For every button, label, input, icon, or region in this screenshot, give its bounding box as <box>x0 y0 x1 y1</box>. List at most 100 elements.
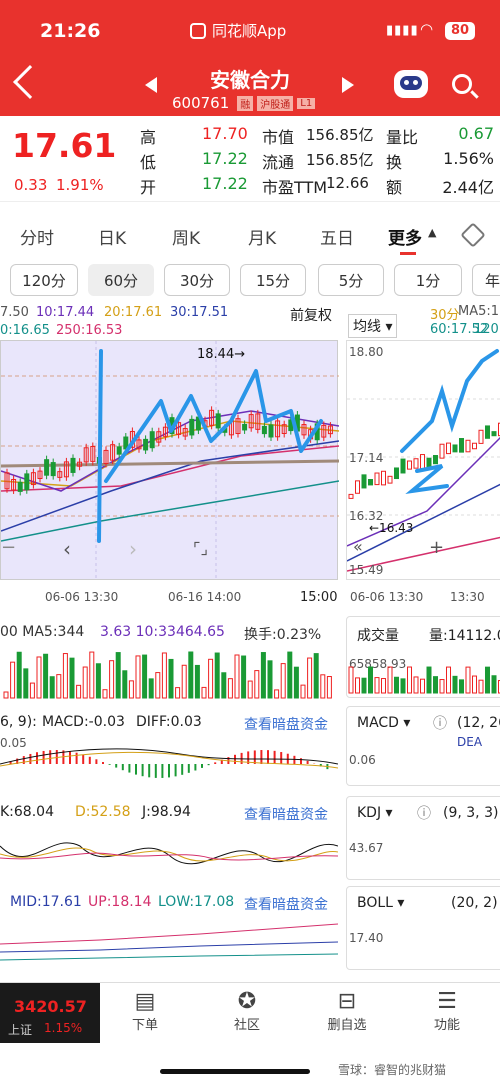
kdj-panel: K:68.04 D:52.58 J:98.94 查看暗盘资金 <box>0 796 338 880</box>
header-bar: 21:26 同花顺App ▮▮▮▮ ◠ 80 安徽合力 600761 融 沪股通… <box>0 0 500 116</box>
next-stock-icon[interactable] <box>342 77 354 93</box>
junxian-dropdown[interactable]: 均线 ▾ <box>348 314 398 338</box>
help-icon[interactable]: ⓘ <box>433 716 447 732</box>
volume-bar <box>439 679 445 694</box>
stock-code-row: 600761 融 沪股通 L1 <box>172 94 316 112</box>
peak-label: 18.44→ <box>197 347 246 362</box>
volume-bar <box>413 676 419 694</box>
chevron-right-icon[interactable]: › <box>129 537 137 561</box>
candle <box>242 423 248 431</box>
candle <box>446 442 451 455</box>
chip-15min[interactable]: 15分 <box>240 264 306 296</box>
wifi-icon: ◠ <box>420 20 434 38</box>
tab-indicator <box>400 252 416 255</box>
volume-bar <box>287 651 293 699</box>
volume-bar <box>89 651 95 699</box>
volume-bar <box>194 664 200 699</box>
app-badge[interactable]: 同花顺App <box>190 20 286 41</box>
dark-pool-link[interactable]: 查看暗盘资金 <box>244 807 328 823</box>
help-icon[interactable]: ⓘ <box>417 806 431 822</box>
boll-dropdown[interactable]: BOLL ▾ <box>357 895 405 911</box>
candle <box>50 462 56 477</box>
candle <box>459 438 464 453</box>
volume-bar <box>214 652 220 699</box>
volume-bar <box>3 691 9 699</box>
chip-30min[interactable]: 30分 <box>164 264 230 296</box>
volume-bar <box>465 666 471 694</box>
candle <box>90 445 96 462</box>
macd-dropdown[interactable]: MACD ▾ <box>357 715 411 731</box>
candle <box>400 458 406 474</box>
volume-bar <box>407 666 412 694</box>
minus-icon[interactable]: − <box>1 537 17 558</box>
plus-icon[interactable]: + <box>429 537 445 558</box>
chip-120min[interactable]: 120分 <box>10 264 78 296</box>
boll-panel: MID:17.61 UP:18.14 LOW:17.08 查看暗盘资金 <box>0 886 338 970</box>
fullscreen-icon[interactable]: ⌜⌟ <box>193 539 208 558</box>
settings-icon[interactable] <box>460 222 486 248</box>
nav-remove-watchlist[interactable]: ⊟ 删自选 <box>312 989 382 1033</box>
volume-bar <box>307 657 313 699</box>
chevron-left-icon[interactable]: ‹ <box>63 537 71 561</box>
volume-bar <box>10 661 16 699</box>
candle <box>301 424 307 436</box>
tab-daily[interactable]: 日K <box>98 229 127 249</box>
volume-bar <box>313 653 319 699</box>
macd-right-panel: MACD ▾ ⓘ (12, 26 DEA 0.06 <box>346 706 500 786</box>
candle <box>63 461 69 478</box>
search-icon[interactable] <box>452 74 479 99</box>
candle <box>472 442 477 450</box>
candle <box>361 474 367 489</box>
volume-bar <box>472 675 477 694</box>
tab-monthly[interactable]: 月K <box>248 229 277 249</box>
tab-weekly[interactable]: 周K <box>172 229 201 249</box>
date-label: 06-06 13:30 <box>45 590 119 604</box>
nav-order[interactable]: ▤ 下单 <box>110 989 180 1033</box>
kline-chart[interactable]: 18.44→ − ‹ › ⌜⌟ <box>0 340 339 581</box>
volume-bar <box>181 664 187 699</box>
candle <box>413 458 419 469</box>
chip-60min[interactable]: 60分 <box>88 264 154 296</box>
candle <box>261 425 267 435</box>
index-ticker[interactable]: 3420.57 上证 1.15% <box>0 983 100 1043</box>
chip-year[interactable]: 年 <box>472 264 500 296</box>
nav-functions[interactable]: ☰ 功能 <box>412 989 482 1033</box>
chip-5min[interactable]: 5分 <box>318 264 384 296</box>
dark-pool-link[interactable]: 查看暗盘资金 <box>244 897 328 913</box>
chip-1min[interactable]: 1分 <box>394 264 462 296</box>
volume-bar <box>62 653 68 699</box>
fuquan-label[interactable]: 前复权 <box>290 308 332 324</box>
right-kline-chart[interactable]: 18.80 17.14 16.32 ←16.43 15.49 « + <box>346 340 500 580</box>
prev-stock-icon[interactable] <box>145 77 157 93</box>
tag-rong: 融 <box>237 95 254 111</box>
robot-assistant-icon[interactable] <box>394 70 428 98</box>
candle <box>485 425 490 439</box>
candle <box>268 424 274 438</box>
stock-code: 600761 <box>172 94 230 112</box>
volume-bar <box>368 666 373 694</box>
candle <box>44 459 50 476</box>
volume-bar <box>400 678 406 694</box>
tab-five-day[interactable]: 五日 <box>320 229 354 249</box>
volume-bar <box>247 680 253 699</box>
tab-fenshi[interactable]: 分时 <box>20 229 54 249</box>
rewind-icon[interactable]: « <box>353 537 363 556</box>
candle <box>70 457 76 473</box>
volume-bar <box>175 687 181 699</box>
watermark: 雪球：睿智的兆财猫 <box>338 1063 447 1077</box>
candle <box>136 439 142 450</box>
dark-pool-link[interactable]: 查看暗盘资金 <box>244 717 328 733</box>
volume-bar <box>452 675 458 694</box>
volume-panel: 00 MA5:344 3.63 10:33464.65 换手:0.23% <box>0 616 338 699</box>
volume-bar <box>394 676 399 694</box>
nav-community[interactable]: ✪ 社区 <box>212 989 282 1033</box>
volume-bar <box>201 686 207 699</box>
tab-more[interactable]: 更多 <box>388 229 422 249</box>
battery-icon: 80 <box>445 22 476 40</box>
volume-bar <box>459 679 464 694</box>
signal-icon: ▮▮▮▮ <box>386 23 419 38</box>
kdj-dropdown[interactable]: KDJ ▾ <box>357 805 393 821</box>
candle <box>368 479 373 486</box>
candle <box>321 424 327 438</box>
candle <box>374 472 380 486</box>
